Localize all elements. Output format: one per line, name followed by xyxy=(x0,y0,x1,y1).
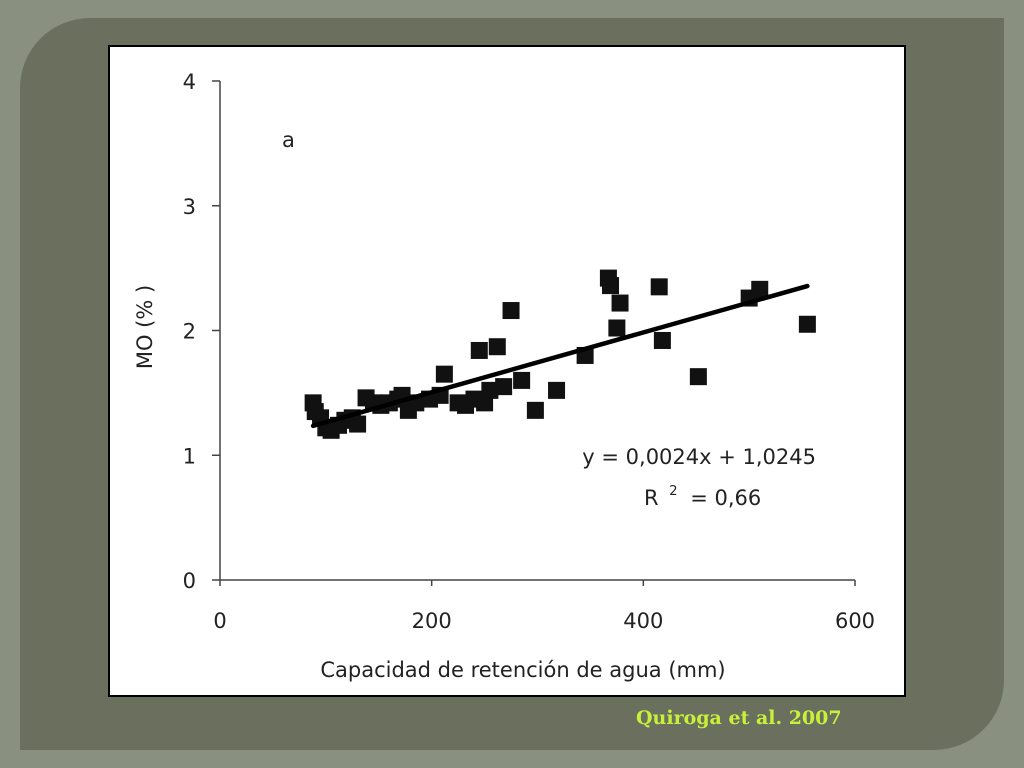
x-tick-label: 600 xyxy=(835,609,875,633)
data-point xyxy=(689,368,707,386)
data-point xyxy=(611,294,629,312)
x-axis-label: Capacidad de retención de agua (mm) xyxy=(320,658,725,682)
data-point xyxy=(526,401,544,419)
data-point xyxy=(488,338,506,356)
data-point xyxy=(548,381,566,399)
data-point xyxy=(470,341,488,359)
y-axis-label: MO (% ) xyxy=(133,285,157,369)
x-tick-label: 0 xyxy=(213,609,226,633)
data-point xyxy=(513,371,531,389)
data-point xyxy=(502,302,520,320)
y-ticks: 0 1 2 3 4 xyxy=(183,70,220,593)
r-squared: R 2 = 0,66 xyxy=(644,476,761,510)
x-tick-label: 400 xyxy=(623,609,663,633)
data-point xyxy=(798,315,816,333)
data-point xyxy=(435,365,453,383)
panel-label: a xyxy=(282,128,295,152)
data-point xyxy=(602,277,620,295)
trend-equation: y = 0,0024x + 1,0245 xyxy=(582,445,816,469)
y-tick-label: 1 xyxy=(183,444,196,468)
data-point xyxy=(481,381,499,399)
y-tick-label: 4 xyxy=(183,70,196,94)
data-point xyxy=(608,319,626,337)
data-point xyxy=(495,378,513,396)
x-ticks: 0 200 400 600 xyxy=(213,580,875,633)
r-squared-exponent: 2 xyxy=(669,484,677,499)
data-point xyxy=(653,331,671,349)
trend-line xyxy=(310,283,810,429)
y-tick-label: 3 xyxy=(183,195,196,219)
y-tick-label: 2 xyxy=(183,320,196,344)
y-tick-label: 0 xyxy=(183,569,196,593)
r-squared-value: = 0,66 xyxy=(690,486,761,510)
data-point xyxy=(751,280,769,298)
r-squared-label: R xyxy=(644,486,659,510)
data-point xyxy=(650,278,668,296)
x-tick-label: 200 xyxy=(412,609,452,633)
data-point xyxy=(349,415,367,433)
citation: Quiroga et al. 2007 xyxy=(636,707,842,729)
